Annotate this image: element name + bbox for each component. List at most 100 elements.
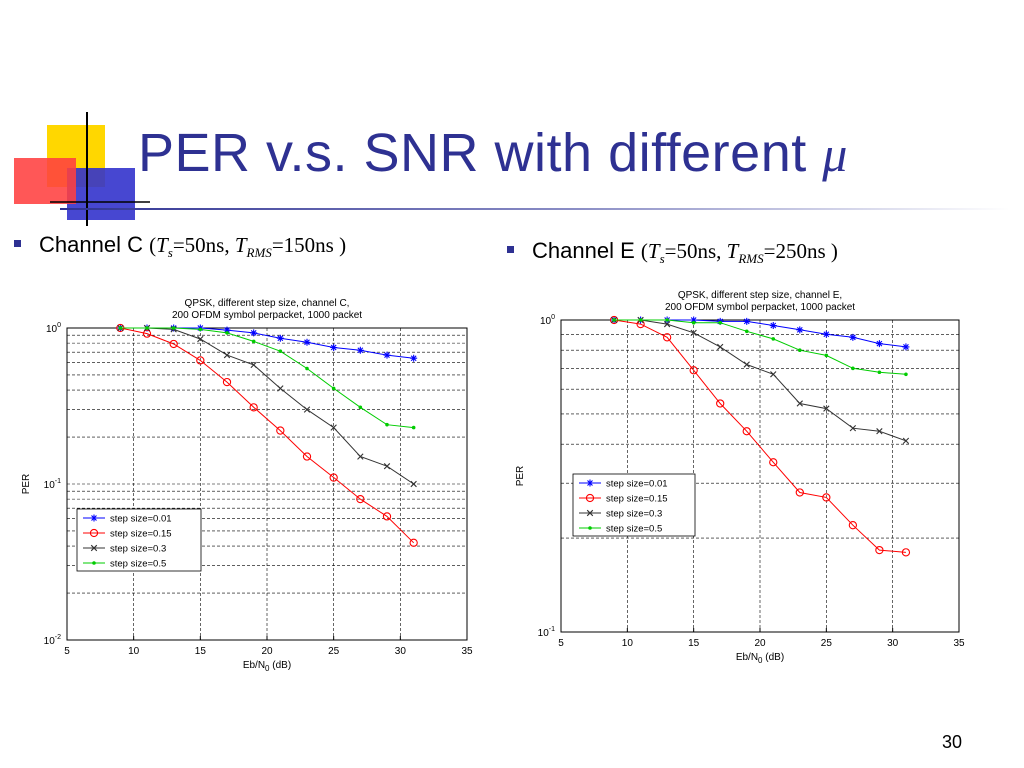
chart-title-line: 200 OFDM symbol perpacket, 1000 packet <box>172 310 362 321</box>
x-marker <box>277 385 284 392</box>
circle-marker <box>196 356 205 365</box>
bullet-marker <box>507 245 514 253</box>
circle-marker <box>249 403 258 412</box>
x-marker <box>410 480 417 488</box>
x-tick-label: 25 <box>821 638 833 649</box>
star-marker <box>586 479 594 487</box>
dot-marker <box>851 366 855 371</box>
star-marker <box>276 334 284 342</box>
bullet-marker <box>14 239 21 247</box>
x-marker <box>663 320 671 328</box>
x-marker <box>796 400 803 407</box>
circle-marker <box>848 521 858 530</box>
y-tick-base: 10 <box>540 316 552 327</box>
dot-marker <box>198 327 203 332</box>
ts-symbol: T <box>156 233 168 257</box>
dot-marker <box>744 329 749 334</box>
dot-marker <box>771 337 776 341</box>
dot-marker <box>718 320 722 325</box>
star-marker <box>90 514 98 522</box>
x-marker <box>717 343 724 351</box>
circle-marker <box>382 512 392 521</box>
dot-marker <box>824 353 829 358</box>
x-tick-label: 35 <box>953 638 965 649</box>
trms-value: =250ns ) <box>763 239 838 263</box>
x-marker <box>303 406 311 413</box>
x-axis-label: Eb/N0 (dB) <box>243 660 291 673</box>
x-label-main: Eb/N <box>243 660 265 671</box>
circle-marker <box>222 377 232 387</box>
dot-marker <box>278 349 283 354</box>
y-tick-base: 10 <box>46 324 58 335</box>
series-line <box>614 319 906 553</box>
x-marker <box>823 405 830 412</box>
x-marker <box>849 425 857 432</box>
series-line <box>120 327 415 544</box>
dot-marker <box>638 318 643 322</box>
star-marker <box>356 346 364 354</box>
x-tick-label: 10 <box>622 638 634 649</box>
x-marker <box>223 351 231 359</box>
bullet-channel-label: Channel E <box>532 238 635 263</box>
chart-title-line: QPSK, different step size, channel E, <box>678 290 842 301</box>
y-tick-label: 100 <box>46 322 61 335</box>
star-marker <box>743 317 751 325</box>
circle-marker <box>716 399 725 408</box>
y-tick-base: 10 <box>44 636 56 647</box>
x-marker <box>383 463 391 470</box>
legend-label: step size=0.3 <box>606 509 662 520</box>
x-marker <box>330 424 337 431</box>
x-marker <box>197 335 204 343</box>
star-marker <box>330 343 338 351</box>
star-marker <box>875 340 883 348</box>
bullet-params: (Ts=50ns, TRMS=250ns ) <box>640 239 838 266</box>
circle-marker <box>302 452 312 461</box>
trms-symbol: T <box>234 233 247 257</box>
bullet-params: (Ts=50ns, TRMS=150ns ) <box>149 233 346 261</box>
series-line <box>120 327 414 485</box>
series-line <box>120 327 414 429</box>
legend-label: step size=0.01 <box>110 514 172 525</box>
y-tick-exponent: -1 <box>55 478 61 485</box>
x-tick-label: 20 <box>754 638 766 649</box>
circle-marker <box>409 538 418 547</box>
x-tick-label: 10 <box>128 646 140 657</box>
x-label-subscript: 0 <box>265 664 270 673</box>
x-marker <box>743 361 750 368</box>
trms-subscript: RMS <box>246 245 272 261</box>
series-2 <box>610 316 910 444</box>
circle-marker <box>742 427 751 436</box>
y-tick-exponent: 0 <box>57 322 61 329</box>
logo-red-square <box>14 158 76 204</box>
x-marker <box>357 453 364 460</box>
circle-marker <box>822 493 831 502</box>
circle-marker <box>276 426 285 435</box>
x-tick-label: 15 <box>688 638 700 649</box>
x-label-main: Eb/N <box>736 652 758 663</box>
circle-marker <box>142 329 152 338</box>
y-tick-label: 10-1 <box>44 478 61 491</box>
ts-symbol: T <box>647 239 660 263</box>
legend: step size=0.01 step size=0.15 step size=0.… <box>76 508 202 572</box>
x-tick-label: 5 <box>558 638 564 649</box>
x-tick-label: 5 <box>64 646 70 657</box>
series-1 <box>116 323 418 547</box>
circle-marker <box>689 366 698 375</box>
series-3 <box>118 326 416 430</box>
y-tick-base: 10 <box>538 628 550 639</box>
star-marker <box>849 333 857 341</box>
y-tick-label: 100 <box>540 314 555 327</box>
dot-marker <box>118 326 123 330</box>
dot-marker <box>588 526 592 530</box>
dot-marker <box>665 318 669 322</box>
circle-marker <box>875 545 884 555</box>
dot-marker <box>385 422 389 427</box>
x-tick-label: 30 <box>887 638 899 649</box>
dot-marker <box>612 318 616 322</box>
slide-title: PER v.s. SNR with different μ <box>138 122 848 184</box>
star-marker <box>250 329 258 337</box>
x-label-unit: (dB) <box>763 652 785 663</box>
dot-marker <box>225 331 229 335</box>
paren-open: ( <box>640 239 648 263</box>
